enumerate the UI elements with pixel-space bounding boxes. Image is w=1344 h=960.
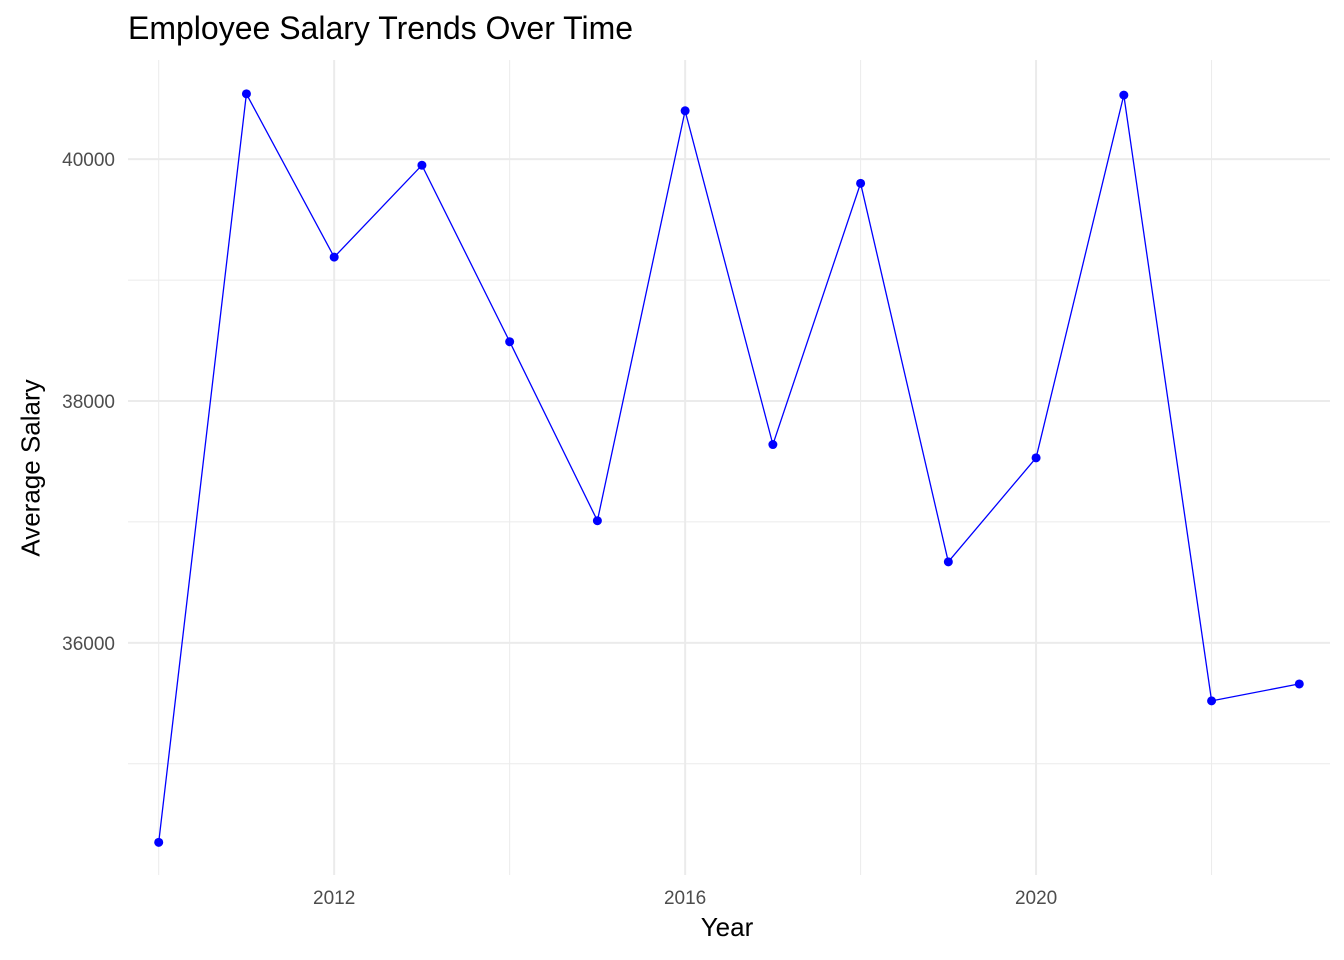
y-tick-label: 36000 <box>62 634 115 655</box>
x-tick-label: 2012 <box>313 888 355 909</box>
y-axis-label: Average Salary <box>15 379 46 557</box>
data-point <box>505 337 515 347</box>
data-point <box>241 89 251 99</box>
data-point <box>592 516 602 526</box>
x-tick-label: 2020 <box>1015 888 1057 909</box>
data-points-group <box>154 89 1304 847</box>
data-point <box>329 252 339 262</box>
data-point <box>680 106 690 116</box>
data-point <box>1031 453 1041 463</box>
data-point <box>943 557 953 567</box>
data-point <box>856 178 866 188</box>
data-point <box>417 160 427 170</box>
major-gridlines <box>128 60 1330 875</box>
data-point <box>768 440 778 450</box>
data-point <box>1294 679 1304 689</box>
y-tick-label: 40000 <box>62 150 115 171</box>
x-tick-label: 2016 <box>664 888 706 909</box>
y-tick-label: 38000 <box>62 392 115 413</box>
data-point <box>1119 90 1129 100</box>
x-axis-label: Year <box>700 912 754 942</box>
tick-labels-group: 2012 2016 2020 36000 38000 40000 <box>62 150 1057 909</box>
data-point <box>1207 696 1217 706</box>
series-line <box>158 91 1300 843</box>
series-line-group <box>158 91 1300 843</box>
chart-title: Employee Salary Trends Over Time <box>128 10 634 46</box>
data-point <box>154 837 164 847</box>
minor-gridlines <box>128 60 1330 875</box>
